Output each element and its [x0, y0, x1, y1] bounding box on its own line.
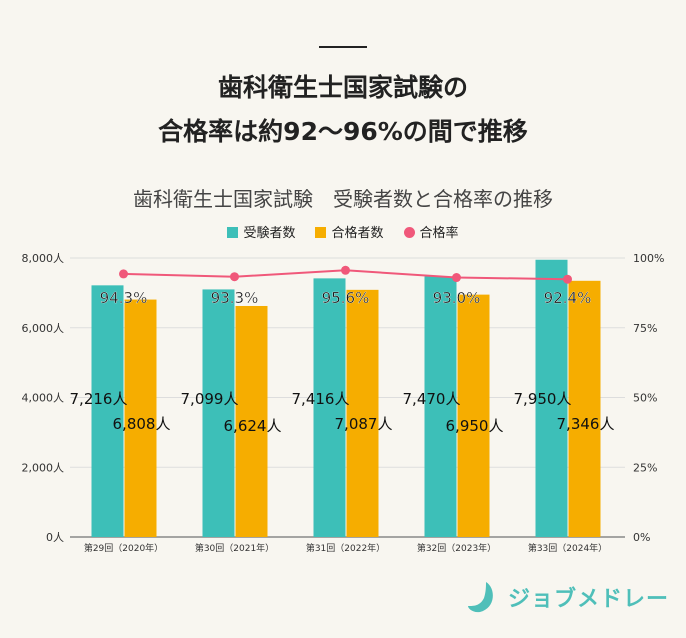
bar-examinees — [91, 285, 124, 537]
data-label-passers: 7,346人 — [557, 415, 615, 433]
data-label-examinees: 7,216人 — [70, 390, 128, 408]
y-right-tick-label: 50% — [633, 392, 657, 405]
legend-swatch — [227, 227, 239, 238]
data-label-passers: 6,950人 — [446, 417, 504, 435]
brand-logo: ジョブメドレー — [466, 580, 669, 614]
legend-item-examinees: 受験者数 — [227, 222, 295, 241]
y-left-tick-label: 8,000人 — [22, 252, 65, 265]
data-label-examinees: 7,950人 — [514, 390, 572, 408]
bar-examinees — [535, 259, 568, 537]
x-tick-label: 第29回（2020年） — [84, 542, 163, 554]
data-label-examinees: 7,470人 — [403, 390, 461, 408]
data-label-pass-rate: 94.3% — [100, 289, 148, 307]
legend-item-passers: 合格者数 — [315, 222, 384, 241]
point-pass-rate — [341, 265, 350, 275]
y-left-tick-label: 0人 — [46, 531, 64, 544]
headline-line-1: 歯科衛生士国家試験の — [217, 73, 468, 102]
logo-mark-icon — [468, 582, 493, 613]
y-left-tick-label: 2,000人 — [22, 461, 65, 474]
data-label-examinees: 7,416人 — [292, 390, 350, 408]
data-label-passers: 6,808人 — [113, 415, 171, 433]
data-label-pass-rate: 93.3% — [211, 289, 259, 307]
bar-passers — [457, 294, 490, 537]
y-right-tick-label: 0% — [633, 531, 650, 544]
bar-passers — [124, 299, 157, 537]
data-label-examinees: 7,099人 — [181, 390, 239, 408]
data-label-pass-rate: 93.0% — [433, 289, 481, 307]
y-right-tick-label: 100% — [633, 252, 664, 265]
data-label-pass-rate: 92.4% — [544, 289, 592, 307]
data-label-passers: 6,624人 — [224, 417, 282, 435]
legend-swatch — [403, 227, 415, 238]
x-tick-label: 第30回（2021年） — [195, 542, 274, 554]
decorative-rule — [319, 46, 367, 48]
legend-item-pass-rate: 合格率 — [403, 222, 459, 241]
x-tick-label: 第32回（2023年） — [417, 542, 496, 554]
point-pass-rate — [119, 269, 128, 279]
chart-title: 歯科衛生士国家試験 受験者数と合格率の推移 — [133, 187, 553, 211]
legend-swatch — [315, 227, 327, 238]
legend-label: 合格者数 — [331, 226, 384, 241]
bar-examinees — [202, 289, 235, 537]
bar-passers — [346, 289, 379, 537]
x-tick-label: 第31回（2022年） — [306, 542, 385, 554]
bar-passers — [235, 305, 268, 537]
y-right-tick-label: 25% — [633, 461, 657, 474]
y-left-tick-label: 6,000人 — [22, 322, 65, 335]
x-tick-label: 第33回（2024年） — [528, 542, 607, 554]
point-pass-rate — [563, 274, 572, 284]
bar-examinees — [313, 278, 346, 537]
y-right-tick-label: 75% — [633, 322, 657, 335]
data-label-passers: 7,087人 — [335, 415, 393, 433]
y-left-tick-label: 4,000人 — [22, 392, 65, 405]
point-pass-rate — [452, 273, 461, 283]
data-label-pass-rate: 95.6% — [322, 289, 370, 307]
legend: 受験者数 合格者数 合格率 — [0, 222, 686, 241]
headline-line-2: 合格率は約92～96%の間で推移 — [158, 117, 528, 146]
bar-passers — [568, 280, 601, 537]
legend-label: 合格率 — [419, 226, 459, 241]
brand-name: ジョブメドレー — [508, 587, 670, 612]
point-pass-rate — [230, 272, 239, 282]
bar-examinees — [424, 276, 457, 537]
legend-label: 受験者数 — [243, 226, 296, 241]
